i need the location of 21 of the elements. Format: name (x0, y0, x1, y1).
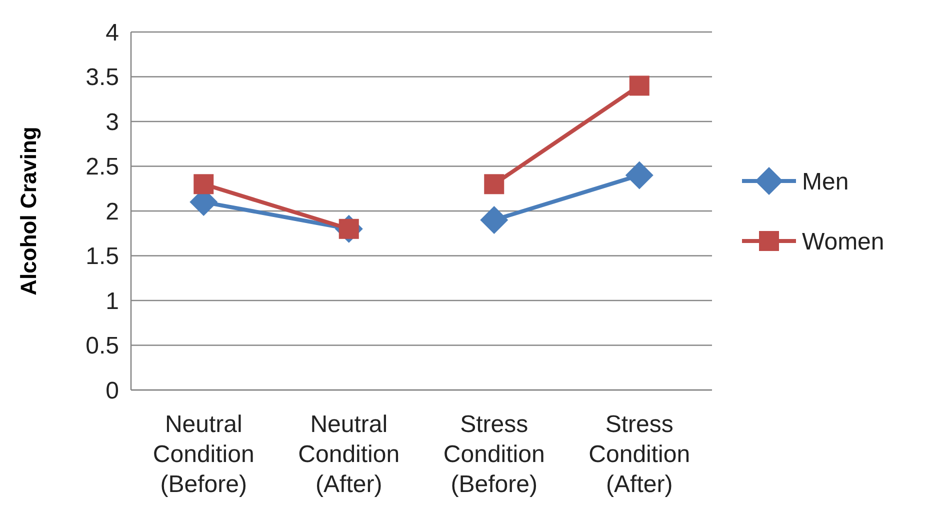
x-tick-label: Stress Condition (After) (588, 411, 690, 498)
y-axis-title: Alcohol Craving (16, 126, 41, 296)
y-tick-label: 3 (106, 108, 119, 136)
point (629, 76, 650, 96)
point (625, 161, 654, 190)
y-tick-label: 2.5 (86, 154, 119, 181)
y-tick-label: 0 (106, 377, 119, 404)
y-tick-label: 1.5 (86, 243, 119, 270)
x-tick-label: Neutral Condition (After) (298, 411, 400, 498)
y-tick-label: 2 (106, 198, 119, 226)
point (480, 206, 508, 234)
y-tick-label: 1 (106, 288, 119, 315)
y-tick-label: 4 (106, 19, 119, 46)
y-tick-label: 3.5 (86, 64, 119, 92)
x-tick-label: Neutral Condition (Before) (152, 411, 254, 498)
legend-label: Women (802, 228, 884, 256)
x-tick-label: Stress Condition (Before) (443, 411, 545, 498)
legend-label: Men (802, 168, 849, 196)
point (484, 174, 504, 194)
y-tick-label: 0.5 (86, 332, 119, 360)
point (194, 174, 214, 194)
